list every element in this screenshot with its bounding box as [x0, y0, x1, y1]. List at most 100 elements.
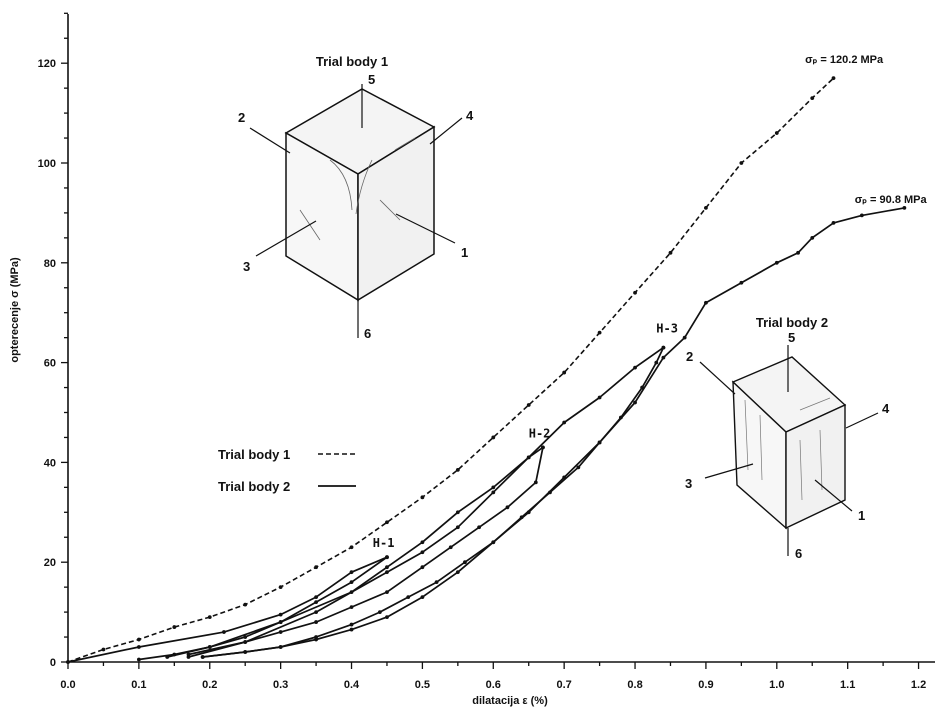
y-tick-label: 0	[50, 657, 56, 669]
series-trial-body-1-point	[172, 625, 177, 629]
series-trial-body-1-point	[633, 290, 637, 295]
series-trial-body-2-point	[349, 627, 354, 632]
specimen-2-arrow-4	[845, 412, 879, 429]
series-trial-body-2-point	[278, 620, 283, 624]
series-trial-body-2-point	[633, 365, 637, 370]
y-tick-label: 20	[44, 557, 56, 569]
specimen-2-face-2: 2	[686, 349, 693, 364]
series-trial-body-2-point	[704, 300, 708, 305]
series-trial-body-2-point	[385, 615, 389, 619]
series-trial-body-2-point	[406, 595, 411, 600]
series-trial-body-1-point	[831, 76, 836, 81]
series-trial-body-2-point	[243, 635, 248, 639]
cycle-label: H-2	[529, 426, 551, 440]
specimen-2-face-6: 6	[795, 546, 802, 561]
series-trial-body-2-point	[314, 600, 318, 605]
legend-label-trial-body-1: Trial body 1	[218, 447, 290, 462]
peak-stress-label: σₚ = 90.8 MPa	[855, 194, 928, 206]
series-trial-body-1-point	[491, 435, 496, 440]
series-trial-body-2-point	[661, 345, 666, 350]
series-trial-body-2-point	[420, 595, 425, 600]
series-trial-body-2-point	[463, 560, 467, 565]
peak-stress-label: σₚ = 120.2 MPa	[805, 54, 884, 66]
series-trial-body-1-point	[455, 467, 460, 472]
y-axis-title: opterecenje σ (MPa)	[9, 257, 21, 363]
series-trial-body-2-point	[455, 570, 460, 575]
x-tick-label: 1.2	[911, 679, 926, 691]
y-tick-label: 60	[44, 358, 56, 370]
y-tick-label: 120	[38, 58, 56, 70]
specimen-2-arrow-1	[814, 479, 853, 512]
series-trial-body-1-point	[810, 96, 815, 101]
series-trial-body-2-point	[576, 465, 581, 470]
series-trial-body-2-point	[810, 235, 815, 240]
series-trial-body-1-point	[101, 647, 106, 652]
series-trial-body-2-point	[278, 630, 283, 634]
series-trial-body-2-point	[207, 645, 212, 649]
specimen-2-face-5: 5	[788, 330, 795, 345]
series-trial-body-1-point	[314, 565, 318, 570]
x-tick-label: 0.0	[60, 679, 75, 691]
series-trial-body-2-point	[654, 360, 659, 365]
series-trial-body-1-point	[207, 615, 212, 619]
cycle-label: H-1	[373, 536, 395, 550]
series-trial-body-2-point	[385, 590, 389, 595]
series-trial-body-2-point	[682, 335, 687, 340]
x-tick-label: 1.0	[769, 679, 784, 691]
series-trial-body-1-point	[597, 330, 602, 335]
specimen-2-face-1: 1	[858, 508, 865, 523]
series-trial-body-2-point	[540, 445, 545, 450]
series-trial-body-2-segment-2	[167, 446, 544, 658]
x-tick-label: 0.7	[557, 679, 572, 691]
x-tick-label: 0.8	[627, 679, 642, 691]
series-trial-body-2-point	[505, 505, 510, 510]
x-tick-label: 0.1	[131, 679, 146, 691]
y-tick-label: 80	[44, 258, 56, 270]
series-trial-body-2-point	[477, 525, 482, 530]
series-trial-body-2-point	[314, 637, 318, 642]
series-trial-body-2-point	[526, 510, 531, 515]
series-trial-body-2-point	[385, 555, 389, 560]
series-trial-body-2-point	[136, 645, 141, 649]
specimen-2-title: Trial body 2	[756, 315, 828, 330]
series-trial-body-1-point	[136, 637, 141, 642]
series-trial-body-2-point	[420, 550, 425, 555]
series-trial-body-2-point	[562, 475, 567, 480]
x-tick-label: 0.9	[698, 679, 713, 691]
series-trial-body-2-point	[349, 570, 354, 575]
annotations: σₚ = 120.2 MPa σₚ = 90.8 MPa H-1 H-2 H-3	[373, 54, 928, 550]
series-trial-body-2-point	[455, 510, 460, 515]
series-trial-body-2-point	[533, 480, 538, 485]
specimen-2-face-3: 3	[685, 476, 692, 491]
series-trial-body-2-segment-5	[202, 347, 665, 658]
specimen-1-face-5: 5	[368, 72, 375, 87]
series-trial-body-2-point	[491, 485, 496, 490]
specimen-2-face-4: 4	[882, 401, 890, 416]
series-trial-body-2-point	[349, 605, 354, 610]
series-trial-body-2-point	[526, 455, 531, 460]
specimen-1-arrow-3	[255, 220, 317, 257]
series-trial-body-2-point	[859, 213, 864, 218]
series-trial-body-2-point	[739, 280, 744, 285]
series-trial-body-1	[67, 77, 835, 663]
series-trial-body-2-point	[448, 545, 453, 550]
series-trial-body-2-point	[597, 440, 602, 445]
series-trial-body-2-point	[831, 220, 836, 225]
series-trial-body-1-point	[420, 495, 425, 500]
series-layer	[66, 76, 907, 664]
series-trial-body-2-point	[562, 420, 567, 425]
series-trial-body-2-point	[774, 260, 779, 265]
specimen-2-sketch: Trial body 2 1 2 3 4 5 6	[685, 315, 890, 561]
series-trial-body-2-point	[796, 250, 800, 255]
series-trial-body-1-point	[668, 250, 673, 255]
x-tick-label: 0.4	[344, 679, 360, 691]
x-tick-label: 0.3	[273, 679, 288, 691]
series-trial-body-2-point	[633, 400, 637, 405]
series-trial-body-2-point	[491, 540, 496, 545]
series-trial-body-2-point	[200, 655, 205, 659]
legend: Trial body 1 Trial body 2	[218, 447, 356, 494]
y-tick-label: 100	[38, 158, 56, 170]
specimen-1-arrow-4	[429, 117, 463, 145]
series-trial-body-2-point	[222, 630, 226, 634]
